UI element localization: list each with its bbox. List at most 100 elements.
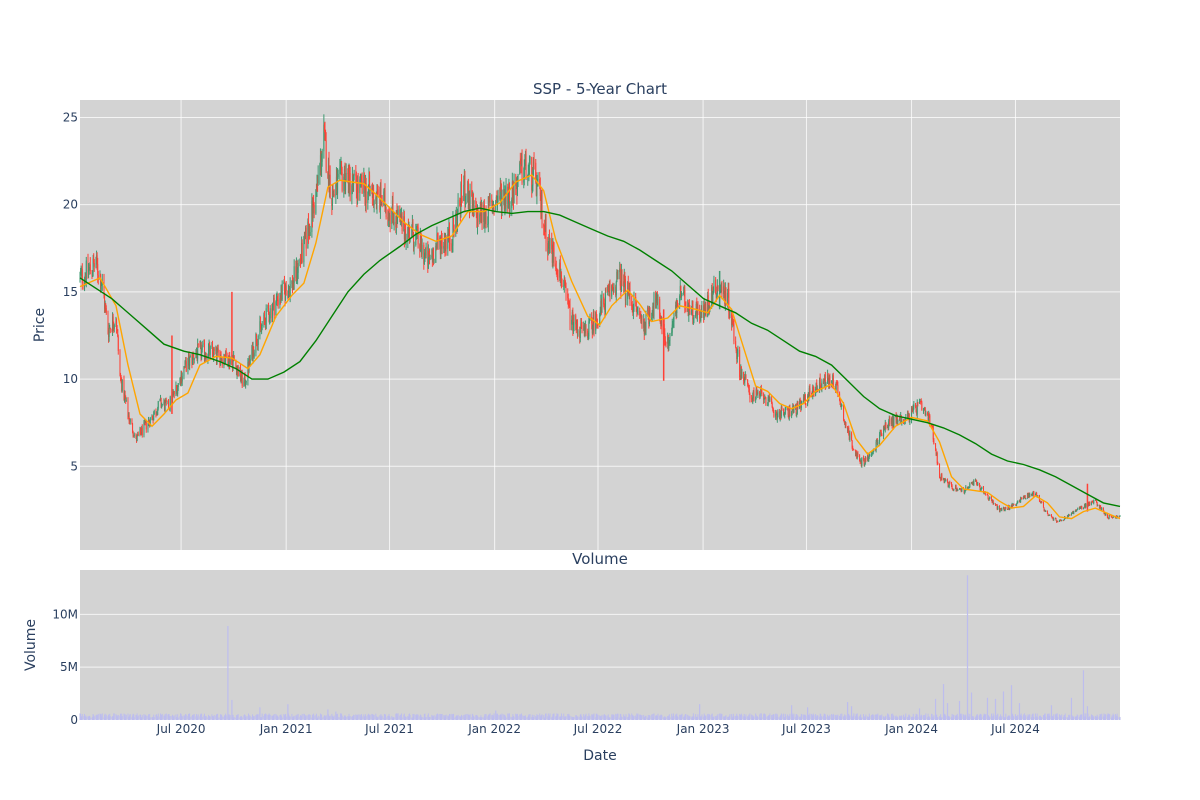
volume-bar	[393, 717, 395, 720]
volume-bar	[365, 714, 367, 720]
candle-body	[877, 441, 879, 445]
volume-spike-bar	[1002, 691, 1005, 720]
candle-body	[89, 264, 91, 272]
volume-bar	[257, 714, 259, 720]
candle-body	[552, 244, 554, 263]
volume-bar	[596, 713, 598, 720]
candle-body	[715, 293, 717, 298]
volume-bar	[128, 717, 130, 720]
volume-bar	[579, 716, 581, 720]
candle-body	[235, 360, 237, 366]
candle-body	[289, 288, 291, 297]
volume-bar	[580, 713, 582, 720]
volume-bar	[155, 714, 157, 720]
volume-bar	[976, 714, 978, 720]
candle-body	[311, 200, 313, 232]
candle-body	[731, 314, 733, 326]
candle-body	[91, 271, 93, 274]
price-tick-label: 10	[63, 372, 78, 386]
candle-body	[739, 376, 741, 378]
volume-bar	[256, 713, 258, 720]
volume-bar	[209, 715, 211, 720]
candle-body	[976, 483, 978, 486]
volume-bar	[475, 715, 477, 720]
volume-bar	[771, 715, 773, 720]
candle-body	[703, 303, 705, 319]
candle-body	[365, 182, 367, 204]
volume-bar	[355, 717, 357, 720]
candle-body	[912, 406, 914, 412]
volume-bar	[399, 715, 401, 720]
volume-bar	[951, 716, 953, 720]
candle-body	[85, 275, 87, 282]
candle-body	[672, 323, 674, 325]
volume-bar	[1052, 716, 1054, 720]
volume-bar	[540, 717, 542, 720]
volume-bar	[1067, 717, 1069, 720]
volume-bar	[839, 715, 841, 720]
volume-bar	[435, 716, 437, 720]
volume-bar	[243, 715, 245, 720]
volume-bar	[193, 714, 195, 720]
volume-bar	[909, 715, 911, 720]
volume-bar	[187, 715, 189, 720]
volume-bar	[849, 715, 851, 720]
volume-bar	[673, 716, 675, 720]
volume-bar	[264, 714, 266, 720]
volume-bar	[369, 714, 371, 720]
candle-body	[373, 200, 375, 206]
candle-body	[1058, 520, 1060, 522]
candle-body	[85, 260, 87, 282]
candle-body	[1015, 504, 1017, 506]
volume-bar	[891, 717, 893, 720]
candle-body	[261, 324, 263, 326]
candle-body	[951, 485, 953, 489]
candle-body	[611, 285, 613, 287]
volume-bar	[88, 717, 90, 720]
candle-body	[875, 448, 877, 450]
candle-body	[992, 500, 994, 504]
candle-body	[128, 415, 130, 417]
volume-bar	[755, 713, 757, 720]
volume-bar	[1072, 716, 1074, 720]
candle-body	[535, 162, 537, 183]
volume-bar	[1013, 716, 1015, 720]
candle-body	[580, 323, 582, 328]
candle-body	[128, 415, 130, 422]
volume-bar	[483, 715, 485, 720]
volume-bar	[1068, 715, 1070, 720]
candle-body	[536, 182, 538, 196]
candle-body	[1032, 493, 1034, 495]
candle-body	[660, 321, 662, 326]
candle-body	[899, 419, 901, 421]
date-tick-label: Jul 2023	[781, 722, 831, 736]
volume-bar	[900, 716, 902, 720]
volume-spike-bar	[966, 575, 969, 720]
candle-body	[540, 196, 542, 214]
volume-bar	[207, 717, 209, 720]
volume-bar	[409, 715, 411, 720]
volume-bar	[1054, 714, 1056, 720]
candle-body	[243, 374, 245, 382]
candle-body	[508, 182, 510, 211]
volume-bar	[809, 713, 811, 720]
volume-bar	[576, 716, 578, 720]
volume-bar	[912, 713, 914, 720]
volume-bar	[216, 714, 218, 720]
volume-bar	[151, 717, 153, 720]
candle-body	[577, 330, 579, 335]
candle-body	[892, 417, 894, 426]
candle-body	[907, 413, 909, 418]
candle-body	[153, 414, 155, 421]
volume-bar	[1048, 713, 1050, 720]
volume-bar	[147, 715, 149, 720]
volume-bar	[97, 713, 99, 720]
volume-bar	[641, 715, 643, 720]
candle-body	[411, 222, 413, 228]
candle-body	[387, 217, 389, 219]
candle-body	[244, 374, 246, 385]
candle-body	[1075, 510, 1077, 512]
candle-body	[927, 415, 929, 421]
volume-bar	[811, 713, 813, 720]
candle-body	[136, 435, 138, 442]
